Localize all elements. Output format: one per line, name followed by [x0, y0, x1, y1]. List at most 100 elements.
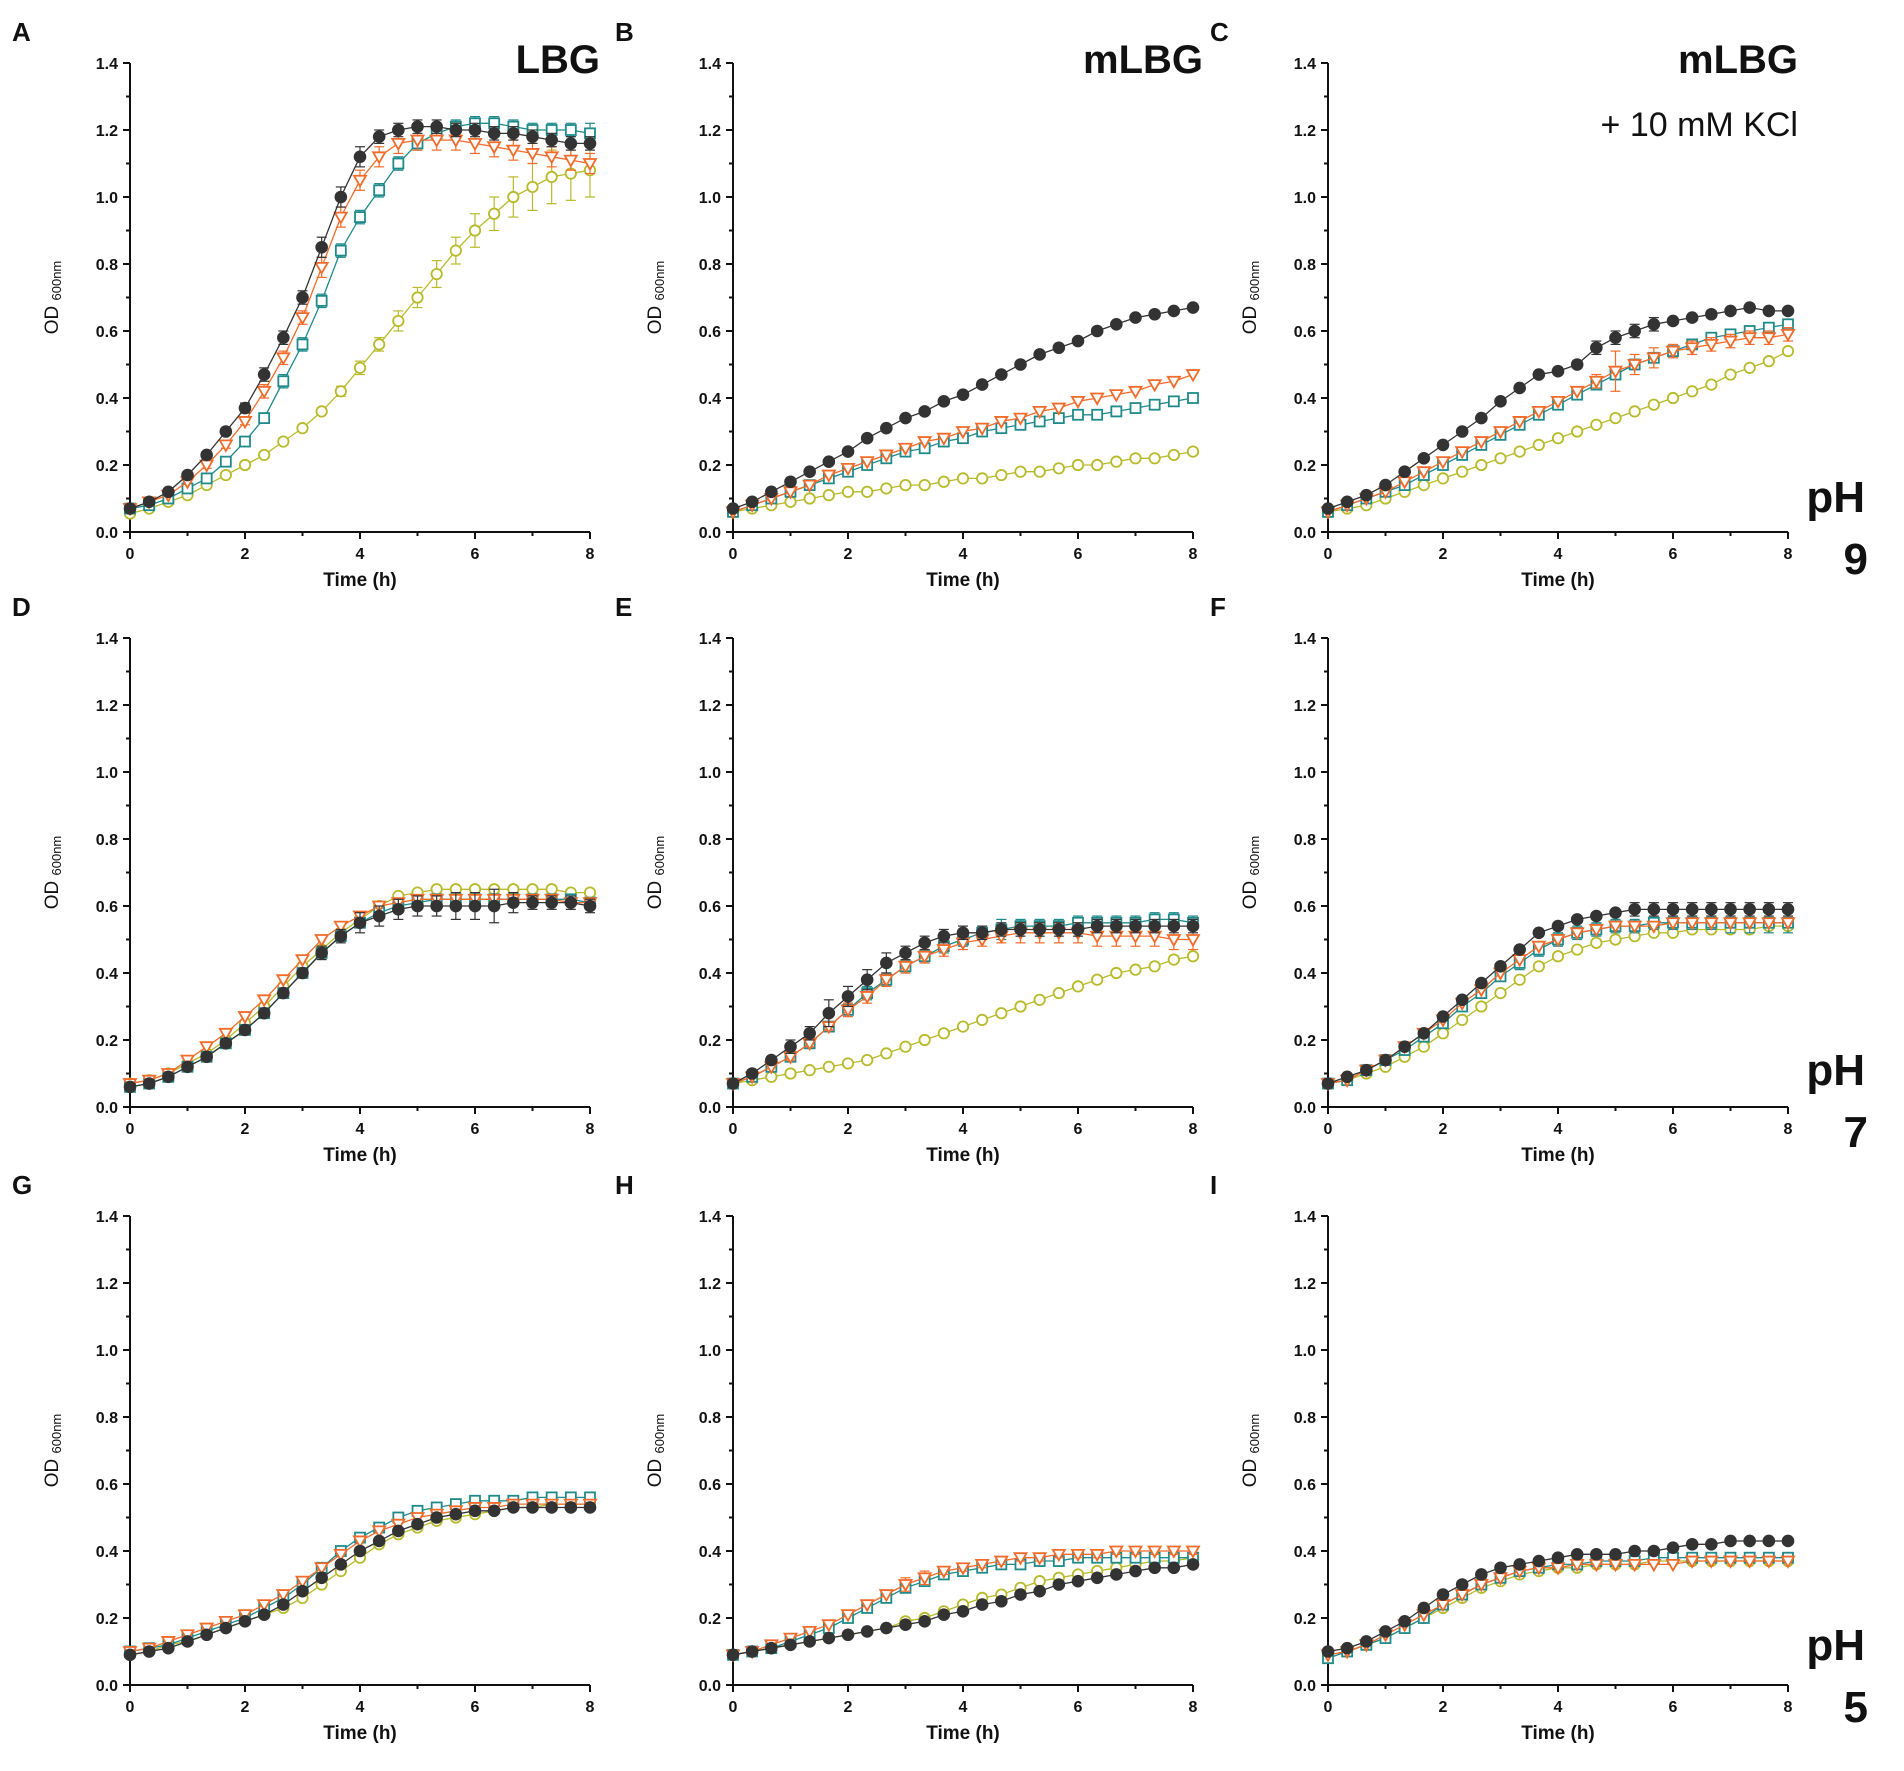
- x-axis-label: Time (h): [1521, 1723, 1595, 1744]
- data-point: [334, 190, 348, 204]
- data-point: [1628, 903, 1641, 916]
- panel-letter: G: [12, 1170, 32, 1200]
- data-point: [296, 422, 309, 435]
- data-point: [861, 1054, 874, 1067]
- data-point: [1129, 963, 1142, 976]
- data-point: [487, 1504, 501, 1518]
- data-point: [1781, 304, 1795, 318]
- data-point: [1033, 1584, 1046, 1598]
- data-point: [860, 431, 874, 445]
- data-point: [1532, 1554, 1546, 1568]
- x-tick-label: 8: [1189, 546, 1198, 563]
- data-point: [918, 478, 931, 492]
- y-tick-label: 1.4: [1294, 56, 1316, 73]
- chart-panel-b: B 0.0 0.2 0.4 0.6 0.8 1.0 1.2 1.4 0 2 4 6 8 Time (h) OD…: [615, 17, 1203, 591]
- data-point: [1571, 425, 1584, 438]
- data-point: [1743, 361, 1756, 374]
- data-point: [334, 385, 347, 398]
- data-point: [976, 1013, 989, 1027]
- data-point: [803, 465, 816, 479]
- data-point: [1148, 452, 1161, 465]
- data-point: [1590, 936, 1603, 949]
- y-tick-label: 1.2: [1294, 123, 1316, 140]
- data-point: [726, 1648, 740, 1662]
- data-point: [937, 929, 951, 943]
- x-tick-label: 2: [1439, 1121, 1448, 1138]
- data-point: [1686, 385, 1699, 398]
- data-point: [1513, 381, 1526, 395]
- data-point: [1436, 472, 1450, 485]
- chart-panel-g: G 0.0 0.2 0.4 0.6 0.8 1.0 1.2 1.4 0 2 4 6 8 Time (h) OD…: [12, 1170, 598, 1744]
- y-tick-label: 0.6: [1294, 324, 1316, 341]
- y-axis-label-main: OD: [1240, 1453, 1261, 1487]
- x-tick-label: 4: [1554, 1699, 1563, 1716]
- data-point: [1070, 1548, 1086, 1563]
- data-point: [1072, 408, 1084, 421]
- chart-panel-i: I 0.0 0.2 0.4 0.6 0.8 1.0 1.2 1.4 0 2 4 6 8 Time (h) OD…: [1210, 1170, 1796, 1744]
- data-point: [1475, 1000, 1488, 1013]
- data-point: [1052, 341, 1066, 355]
- data-point: [430, 899, 443, 913]
- data-point: [937, 1027, 950, 1040]
- data-point: [745, 495, 759, 509]
- data-point: [430, 120, 443, 133]
- y-tick-label: 0.2: [1294, 458, 1316, 475]
- x-tick-label: 2: [844, 546, 853, 563]
- data-point: [1398, 1040, 1411, 1053]
- data-point: [1148, 960, 1161, 973]
- data-point: [1647, 1544, 1661, 1558]
- data-point: [936, 432, 952, 447]
- data-point: [1762, 903, 1776, 916]
- data-point: [1091, 973, 1104, 986]
- data-point: [1091, 458, 1104, 472]
- data-point: [1012, 1552, 1029, 1566]
- row-label-ph9-value: 9: [1844, 535, 1868, 584]
- data-point: [1703, 917, 1719, 931]
- chart-panel-f: F 0.0 0.2 0.4 0.6 0.8 1.0 1.2 1.4 0 2 4 6 8 Time (h) OD…: [1210, 592, 1796, 1166]
- y-axis-label-sub: 600nm: [1247, 261, 1262, 301]
- data-point: [899, 1618, 912, 1631]
- chart-panel-d: D 0.0 0.2 0.4 0.6 0.8 1.0 1.2 1.4 0 2 4 6 8 Time (h) OD…: [12, 592, 598, 1166]
- data-point: [1148, 307, 1161, 321]
- data-point: [765, 485, 778, 499]
- data-point: [1724, 368, 1737, 381]
- data-point: [1551, 950, 1565, 963]
- data-point: [860, 1625, 874, 1638]
- data-point: [524, 148, 541, 162]
- data-point: [1513, 943, 1526, 956]
- y-axis-label-sub: 600nm: [49, 1414, 64, 1454]
- data-point: [123, 502, 137, 515]
- data-point: [373, 184, 386, 197]
- y-axis-label-main: OD: [42, 1453, 63, 1487]
- data-point: [1033, 923, 1046, 936]
- y-tick-label: 0.6: [699, 1477, 721, 1494]
- data-point: [1666, 903, 1680, 916]
- data-point: [564, 896, 578, 909]
- data-point: [468, 123, 482, 137]
- data-point: [468, 1504, 482, 1518]
- data-point: [486, 141, 502, 155]
- data-point: [162, 1641, 175, 1655]
- data-point: [257, 1006, 271, 1020]
- data-point: [239, 435, 251, 448]
- data-point: [142, 1645, 156, 1658]
- x-axis-label: Time (h): [323, 1723, 397, 1744]
- y-tick-label: 0.0: [699, 525, 721, 542]
- data-point: [745, 1645, 759, 1658]
- data-point: [1455, 425, 1469, 438]
- data-point: [1127, 1545, 1144, 1559]
- data-point: [1684, 342, 1700, 356]
- data-point: [1417, 1040, 1430, 1053]
- data-point: [1032, 1552, 1048, 1566]
- data-point: [1494, 960, 1507, 973]
- data-point: [294, 954, 311, 968]
- y-tick-label: 0.6: [1294, 899, 1316, 916]
- y-tick-label: 0.0: [699, 1100, 721, 1117]
- data-point: [468, 899, 482, 913]
- data-point: [1166, 934, 1182, 948]
- data-point: [353, 1544, 367, 1558]
- data-point: [1455, 1578, 1469, 1591]
- data-point: [314, 934, 330, 948]
- x-tick-label: 4: [959, 1121, 968, 1138]
- data-point: [1590, 418, 1603, 431]
